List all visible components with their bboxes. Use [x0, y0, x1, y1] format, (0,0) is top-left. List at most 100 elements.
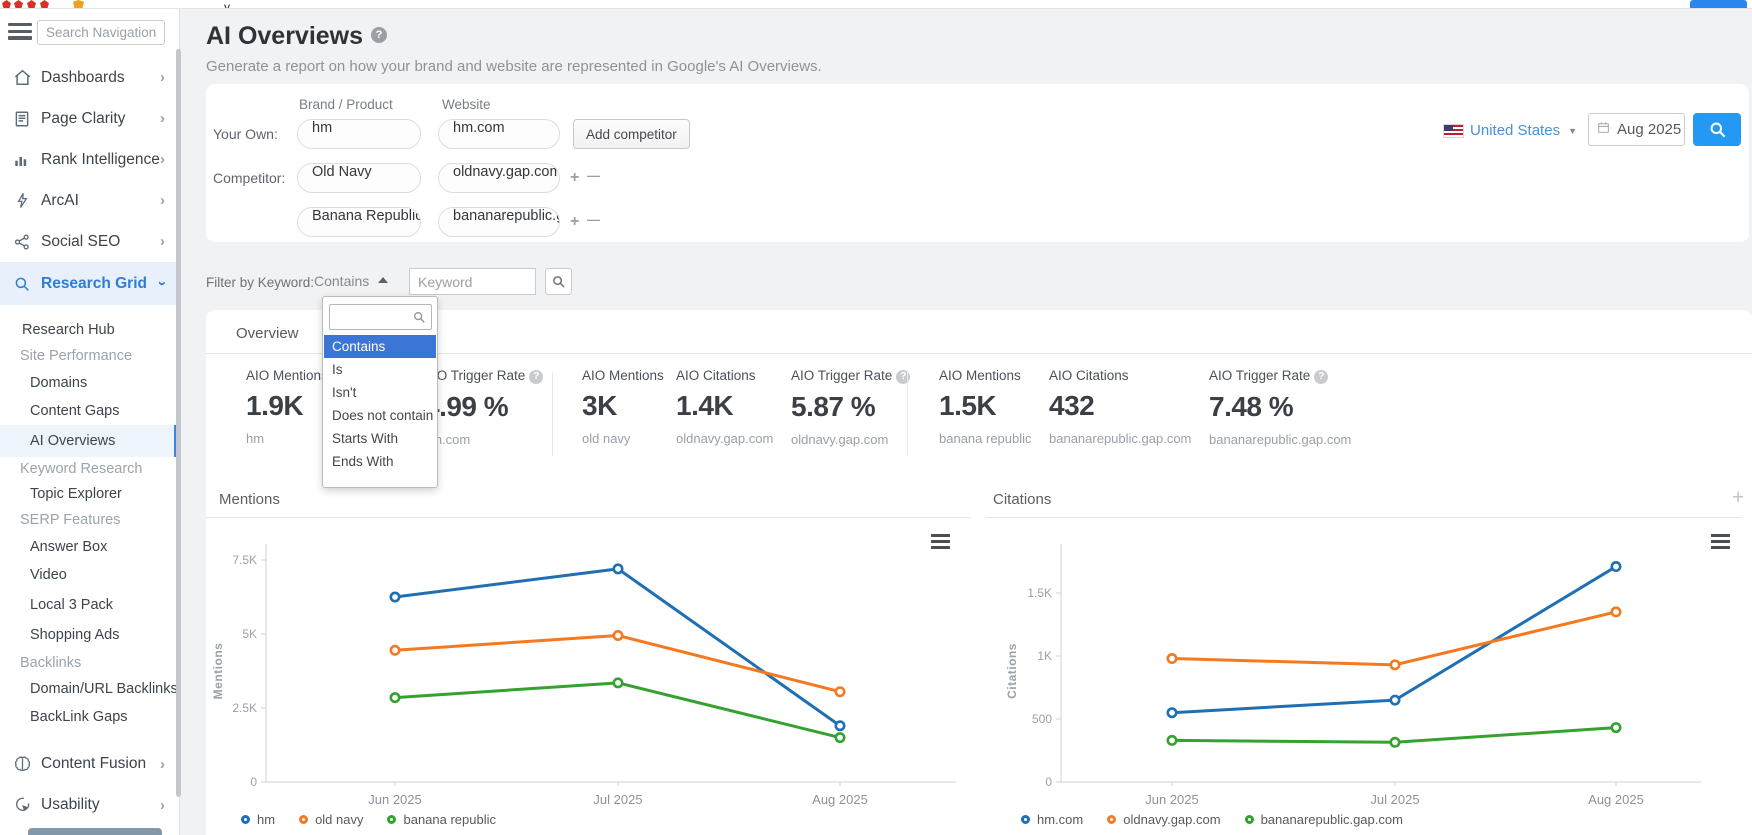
sidebar-item-topic-explorer[interactable]: Topic Explorer [0, 481, 178, 507]
legend-item[interactable]: bananarepublic.gap.com [1244, 812, 1403, 827]
sidebar-item-ai-overviews[interactable]: AI Overviews [0, 425, 178, 457]
series-marker-icon [299, 815, 309, 824]
stat-aio-mentions-hm: AIO Mentions 1.9K hm [246, 368, 328, 446]
dropdown-option-contains[interactable]: Contains [324, 335, 436, 358]
column-label-brand: Brand / Product [299, 97, 393, 112]
month-picker[interactable]: Aug 2025 [1588, 113, 1685, 146]
sidebar-item-label: Research Hub [22, 321, 115, 338]
stat-label: AIO Trigger Rate [424, 368, 526, 383]
brain-icon [11, 753, 33, 775]
legend-label: bananarepublic.gap.com [1260, 812, 1403, 827]
add-competitor-button[interactable]: Add competitor [573, 119, 690, 149]
remove-row-icon[interactable]: — [587, 168, 600, 183]
stat-label: AIO Trigger Rate [791, 368, 893, 383]
sidebar-item-rank-intelligence[interactable]: Rank Intelligence › [0, 139, 178, 180]
chevron-right-icon: › [160, 233, 165, 250]
legend-item[interactable]: hm.com [1021, 812, 1083, 827]
chevron-right-icon: › [160, 151, 165, 168]
dropdown-search-input[interactable] [329, 304, 432, 330]
legend-item[interactable]: hm [241, 812, 275, 827]
run-report-search-button[interactable] [1693, 113, 1741, 146]
keyword-search-button[interactable] [545, 268, 572, 295]
svg-text:5K: 5K [242, 627, 257, 641]
dropdown-option-ends-with[interactable]: Ends With [332, 454, 394, 469]
help-icon[interactable]: ? [896, 370, 911, 384]
keyword-input[interactable] [409, 268, 536, 295]
filter-operator-select[interactable]: Contains [314, 273, 370, 289]
sidebar-item-backlink-gaps[interactable]: BackLink Gaps [0, 702, 178, 732]
overview-panel: Overview AIO Mentions 1.9K hm AIO Trigge… [206, 310, 1752, 835]
sidebar-item-video[interactable]: Video [0, 560, 178, 590]
add-widget-icon[interactable]: + [1732, 486, 1745, 509]
competitor-1-website-input[interactable]: oldnavy.gap.com [438, 163, 560, 193]
stat-entity: bananarepublic.gap.com [1049, 431, 1192, 446]
sidebar-item-label: Domain/URL Backlinks [30, 680, 178, 697]
tab-overview[interactable]: Overview [236, 325, 299, 342]
stat-aio-trigger-rate-banana-republic: AIO Trigger Rate? 7.48 % bananarepublic.… [1209, 368, 1351, 447]
sidebar-item-research-hub[interactable]: Research Hub [0, 316, 178, 343]
toolbar-button-partial[interactable] [1690, 0, 1747, 8]
legend-item[interactable]: banana republic [387, 812, 496, 827]
legend-label: hm [257, 812, 276, 827]
stat-label: AIO Citations [1049, 368, 1129, 383]
menu-toggle-icon[interactable] [8, 23, 32, 43]
bookmark-icon[interactable] [73, 0, 84, 8]
add-row-icon[interactable]: + [570, 213, 580, 230]
remove-row-icon[interactable]: — [587, 212, 600, 227]
sidebar-item-usability[interactable]: Usability › [0, 788, 178, 822]
sidebar-item-content-gaps[interactable]: Content Gaps [0, 397, 178, 425]
stat-entity: old navy [582, 431, 631, 446]
competitor-2-website-input[interactable]: bananarepublic.gap.com [438, 207, 560, 237]
your-own-label: Your Own: [213, 126, 278, 142]
sidebar-item-domains[interactable]: Domains [0, 369, 178, 397]
sidebar-scrollbar-thumb[interactable] [176, 49, 181, 797]
help-icon[interactable]: ? [1314, 370, 1329, 384]
svg-text:0: 0 [250, 775, 257, 789]
competitor-1-brand-input[interactable]: Old Navy [297, 163, 421, 193]
search-navigation-input[interactable] [37, 20, 165, 45]
divider [552, 372, 553, 456]
help-icon[interactable]: ? [371, 27, 388, 43]
caret-up-icon[interactable] [378, 277, 388, 283]
sidebar-partial-item[interactable] [28, 828, 162, 835]
sidebar: Dashboards › Page Clarity › Rank Intelli… [0, 9, 181, 835]
stat-aio-citations-old-navy: AIO Citations 1.4K oldnavy.gap.com [676, 368, 773, 446]
sidebar-item-local-3-pack[interactable]: Local 3 Pack [0, 590, 178, 620]
country-selector[interactable]: United States ▼ [1443, 122, 1577, 139]
add-row-icon[interactable]: + [570, 169, 580, 186]
svg-text:7.5K: 7.5K [232, 553, 257, 567]
bookmark-icon[interactable] [2, 0, 11, 8]
competitor-2-brand-input[interactable]: Banana Republic [297, 207, 421, 237]
chart-menu-icon[interactable] [1711, 534, 1730, 549]
dropdown-option-is[interactable]: Is [332, 362, 343, 377]
sidebar-item-content-fusion[interactable]: Content Fusion › [0, 747, 178, 781]
sidebar-item-social-seo[interactable]: Social SEO › [0, 221, 178, 262]
sidebar-item-research-grid[interactable]: Research Grid › [0, 262, 178, 305]
sidebar-item-label: Shopping Ads [30, 627, 120, 643]
dropdown-option-starts-with[interactable]: Starts With [332, 431, 399, 446]
sidebar-item-arcai[interactable]: ArcAI › [0, 180, 178, 221]
own-brand-input[interactable]: hm [297, 119, 421, 149]
chart-menu-icon[interactable] [931, 534, 950, 549]
browser-toolbar-strip: y [0, 0, 1752, 9]
legend-item[interactable]: old navy [299, 812, 363, 827]
series-marker-icon [1244, 815, 1254, 824]
sidebar-item-dashboards[interactable]: Dashboards › [0, 57, 178, 98]
help-icon[interactable]: ? [529, 370, 544, 384]
bookmark-icon[interactable] [14, 0, 23, 8]
sidebar-item-answer-box[interactable]: Answer Box [0, 533, 178, 560]
legend-item[interactable]: oldnavy.gap.com [1107, 812, 1221, 827]
legend-label: oldnavy.gap.com [1123, 812, 1221, 827]
sidebar-item-label: Rank Intelligence [41, 150, 160, 168]
svg-text:1K: 1K [1037, 649, 1052, 663]
dropdown-option-does-not-contain[interactable]: Does not contain [332, 408, 434, 423]
sidebar-item-domain-url-backlinks[interactable]: Domain/URL Backlinks [0, 675, 178, 702]
own-website-input[interactable]: hm.com [438, 119, 560, 149]
divider [206, 517, 971, 518]
bookmark-icon[interactable] [27, 0, 36, 8]
bookmark-icon[interactable] [40, 0, 49, 8]
mentions-widget-title: Mentions [219, 491, 280, 508]
sidebar-item-shopping-ads[interactable]: Shopping Ads [0, 620, 178, 650]
dropdown-option-isnt[interactable]: Isn't [332, 385, 357, 400]
sidebar-item-page-clarity[interactable]: Page Clarity › [0, 98, 178, 139]
